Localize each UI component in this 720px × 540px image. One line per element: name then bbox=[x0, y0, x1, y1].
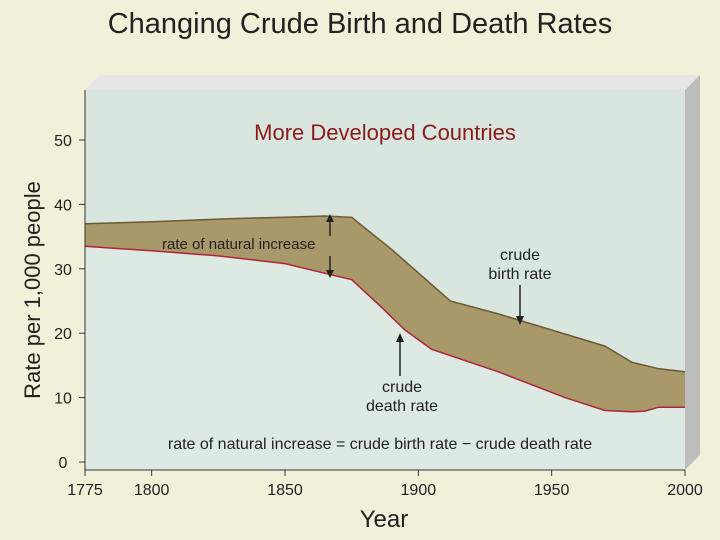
panel-depth-side bbox=[685, 75, 700, 470]
x-tick-label: 1950 bbox=[534, 482, 570, 499]
death-rate-label-line1: crude bbox=[382, 379, 422, 396]
birth-rate-arrowhead bbox=[516, 316, 524, 325]
y-tick-label: 10 bbox=[54, 391, 72, 408]
x-tick-label: 1850 bbox=[267, 482, 303, 499]
page-title: Changing Crude Birth and Death Rates bbox=[107, 8, 613, 40]
x-tick-label: 1900 bbox=[401, 482, 437, 499]
death-rate-label-line2: death rate bbox=[366, 398, 438, 415]
x-axis-title: Year bbox=[360, 506, 409, 533]
y-tick-label: 50 bbox=[54, 133, 72, 150]
y-tick-label: 40 bbox=[54, 197, 72, 214]
annotation-natural-increase: rate of natural increase bbox=[162, 236, 315, 253]
x-tick-label: 2000 bbox=[667, 482, 703, 499]
birth-rate-label-line1: crude bbox=[500, 247, 540, 264]
panel-depth-top bbox=[85, 75, 700, 90]
chart-subtitle: More Developed Countries bbox=[254, 120, 516, 145]
x-tick-label: 1800 bbox=[134, 482, 170, 499]
natural-increase-arrowhead-up bbox=[326, 214, 334, 222]
death-rate-arrowhead bbox=[396, 333, 404, 342]
y-axis-title: Rate per 1,000 people bbox=[20, 181, 45, 399]
y-tick-label: 20 bbox=[54, 326, 72, 343]
death-rate-line bbox=[84, 245, 685, 413]
x-axis-ticks: 1775 1800 1850 1900 1950 2000 bbox=[67, 470, 703, 499]
natural-increase-arrowhead-down bbox=[326, 270, 334, 278]
x-tick-label: 1775 bbox=[67, 482, 103, 499]
y-tick-label: 0 bbox=[59, 455, 68, 472]
formula-annotation: rate of natural increase = crude birth r… bbox=[168, 436, 592, 453]
y-tick-label: 30 bbox=[54, 262, 72, 279]
birth-rate-label-line2: birth rate bbox=[488, 266, 551, 283]
y-axis-ticks: 0 10 20 30 40 50 bbox=[54, 133, 85, 472]
death-rate-area bbox=[85, 246, 685, 470]
birth-rate-line bbox=[84, 215, 686, 373]
